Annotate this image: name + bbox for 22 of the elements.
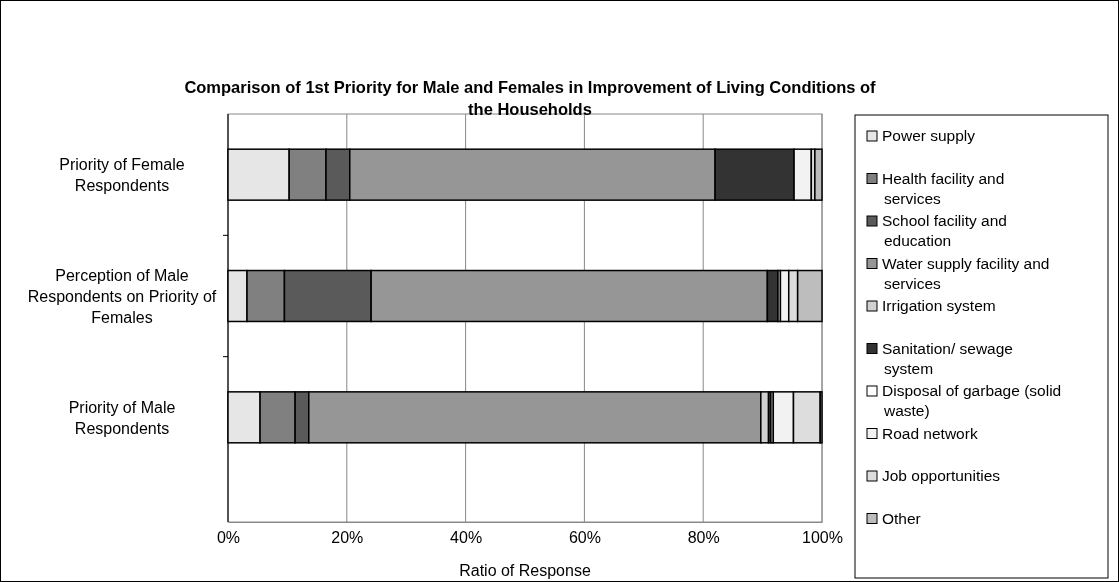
legend-label: Irrigation system [882,297,996,314]
legend-label: School facility and education [882,212,1007,249]
y-tick-label: Perception of Male Respondents on Priority of Females [27,267,217,326]
legend-label: Power supply [882,127,976,144]
legend-label: Water supply facility and services [882,254,1050,292]
x-tick-label: 40% [450,529,483,547]
x-tick-label: 0% [216,529,241,547]
legend-label: Job opportunities [882,467,1001,484]
x-tick-label: 100% [802,529,843,547]
legend-label: Disposal of garbage (solid waste) [882,382,1062,419]
legend-label: Sanitation/ sewage system [882,339,1013,377]
y-tick-label: Priority of Male Respondents [68,398,176,437]
x-tick-label: 80% [687,529,720,547]
x-tick-label: 20% [331,529,364,547]
bar [814,148,823,201]
chart-title: Comparison of 1st Priority for Male and Females in Improvement of Living Conditions of the Households [184,78,877,118]
legend-label: Other [882,509,921,527]
x-tick-label: 60% [568,529,601,547]
x-axis-title: Ratio of Response [459,562,591,579]
y-tick-label: Priority of Female Respondents [59,156,185,195]
legend-label: Road network [882,424,978,442]
legend-label: Health facility and services [882,169,1005,207]
